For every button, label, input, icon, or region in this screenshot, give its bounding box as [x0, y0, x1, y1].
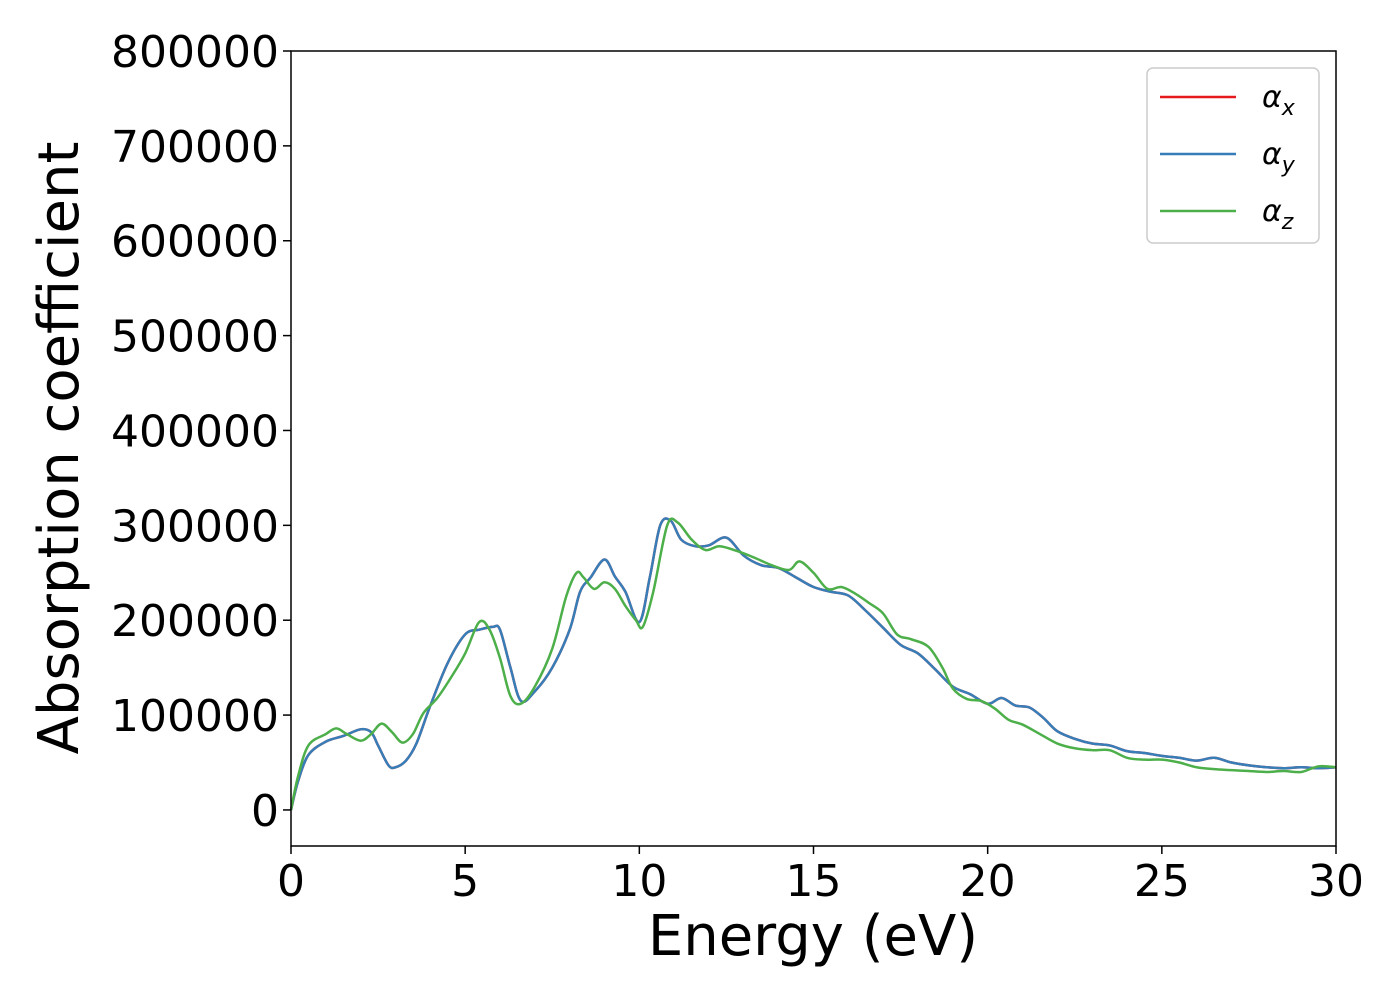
y-tick-label: 700000: [111, 122, 279, 173]
y-tick-label: 200000: [111, 596, 279, 647]
x-tick-label: 0: [277, 856, 305, 907]
y-tick-label: 500000: [111, 312, 279, 363]
legend-label-subscript: z: [1281, 210, 1294, 235]
x-tick-label: 15: [786, 856, 842, 907]
legend-label-x: αx: [1262, 80, 1296, 121]
y-axis-label: Absorption coefficient: [27, 142, 92, 755]
y-tick-label: 600000: [111, 217, 279, 268]
x-tick-label: 20: [960, 856, 1016, 907]
legend-label-subscript: y: [1281, 153, 1296, 178]
legend-label-symbol: α: [1262, 137, 1282, 172]
legend-label-subscript: x: [1281, 96, 1296, 121]
series-line-z: [289, 517, 1337, 811]
legend-label-symbol: α: [1262, 80, 1282, 115]
series-line-y: [289, 517, 1337, 811]
y-tick-label: 100000: [111, 691, 279, 742]
x-tick-label: 25: [1134, 856, 1190, 907]
x-tick-label: 10: [611, 856, 667, 907]
y-tick-label: 300000: [111, 501, 279, 552]
y-tick-label: 400000: [111, 406, 279, 457]
x-tick-label: 30: [1308, 856, 1364, 907]
y-axis: 0 100000 200000 300000 400000 500000 600000 700…: [111, 27, 291, 837]
legend-label-z: αz: [1262, 194, 1294, 235]
legend-label-symbol: α: [1262, 194, 1282, 229]
y-tick-label: 0: [251, 786, 279, 837]
x-tick-label: 5: [451, 856, 479, 907]
x-axis: 0 5 10 15 20 25 30: [277, 846, 1364, 907]
y-tick-label: 800000: [111, 27, 279, 78]
legend-label-y: αy: [1262, 137, 1296, 178]
x-axis-label: Energy (eV): [648, 904, 978, 969]
legend-box: [1146, 67, 1320, 244]
series-layer: [289, 517, 1337, 811]
